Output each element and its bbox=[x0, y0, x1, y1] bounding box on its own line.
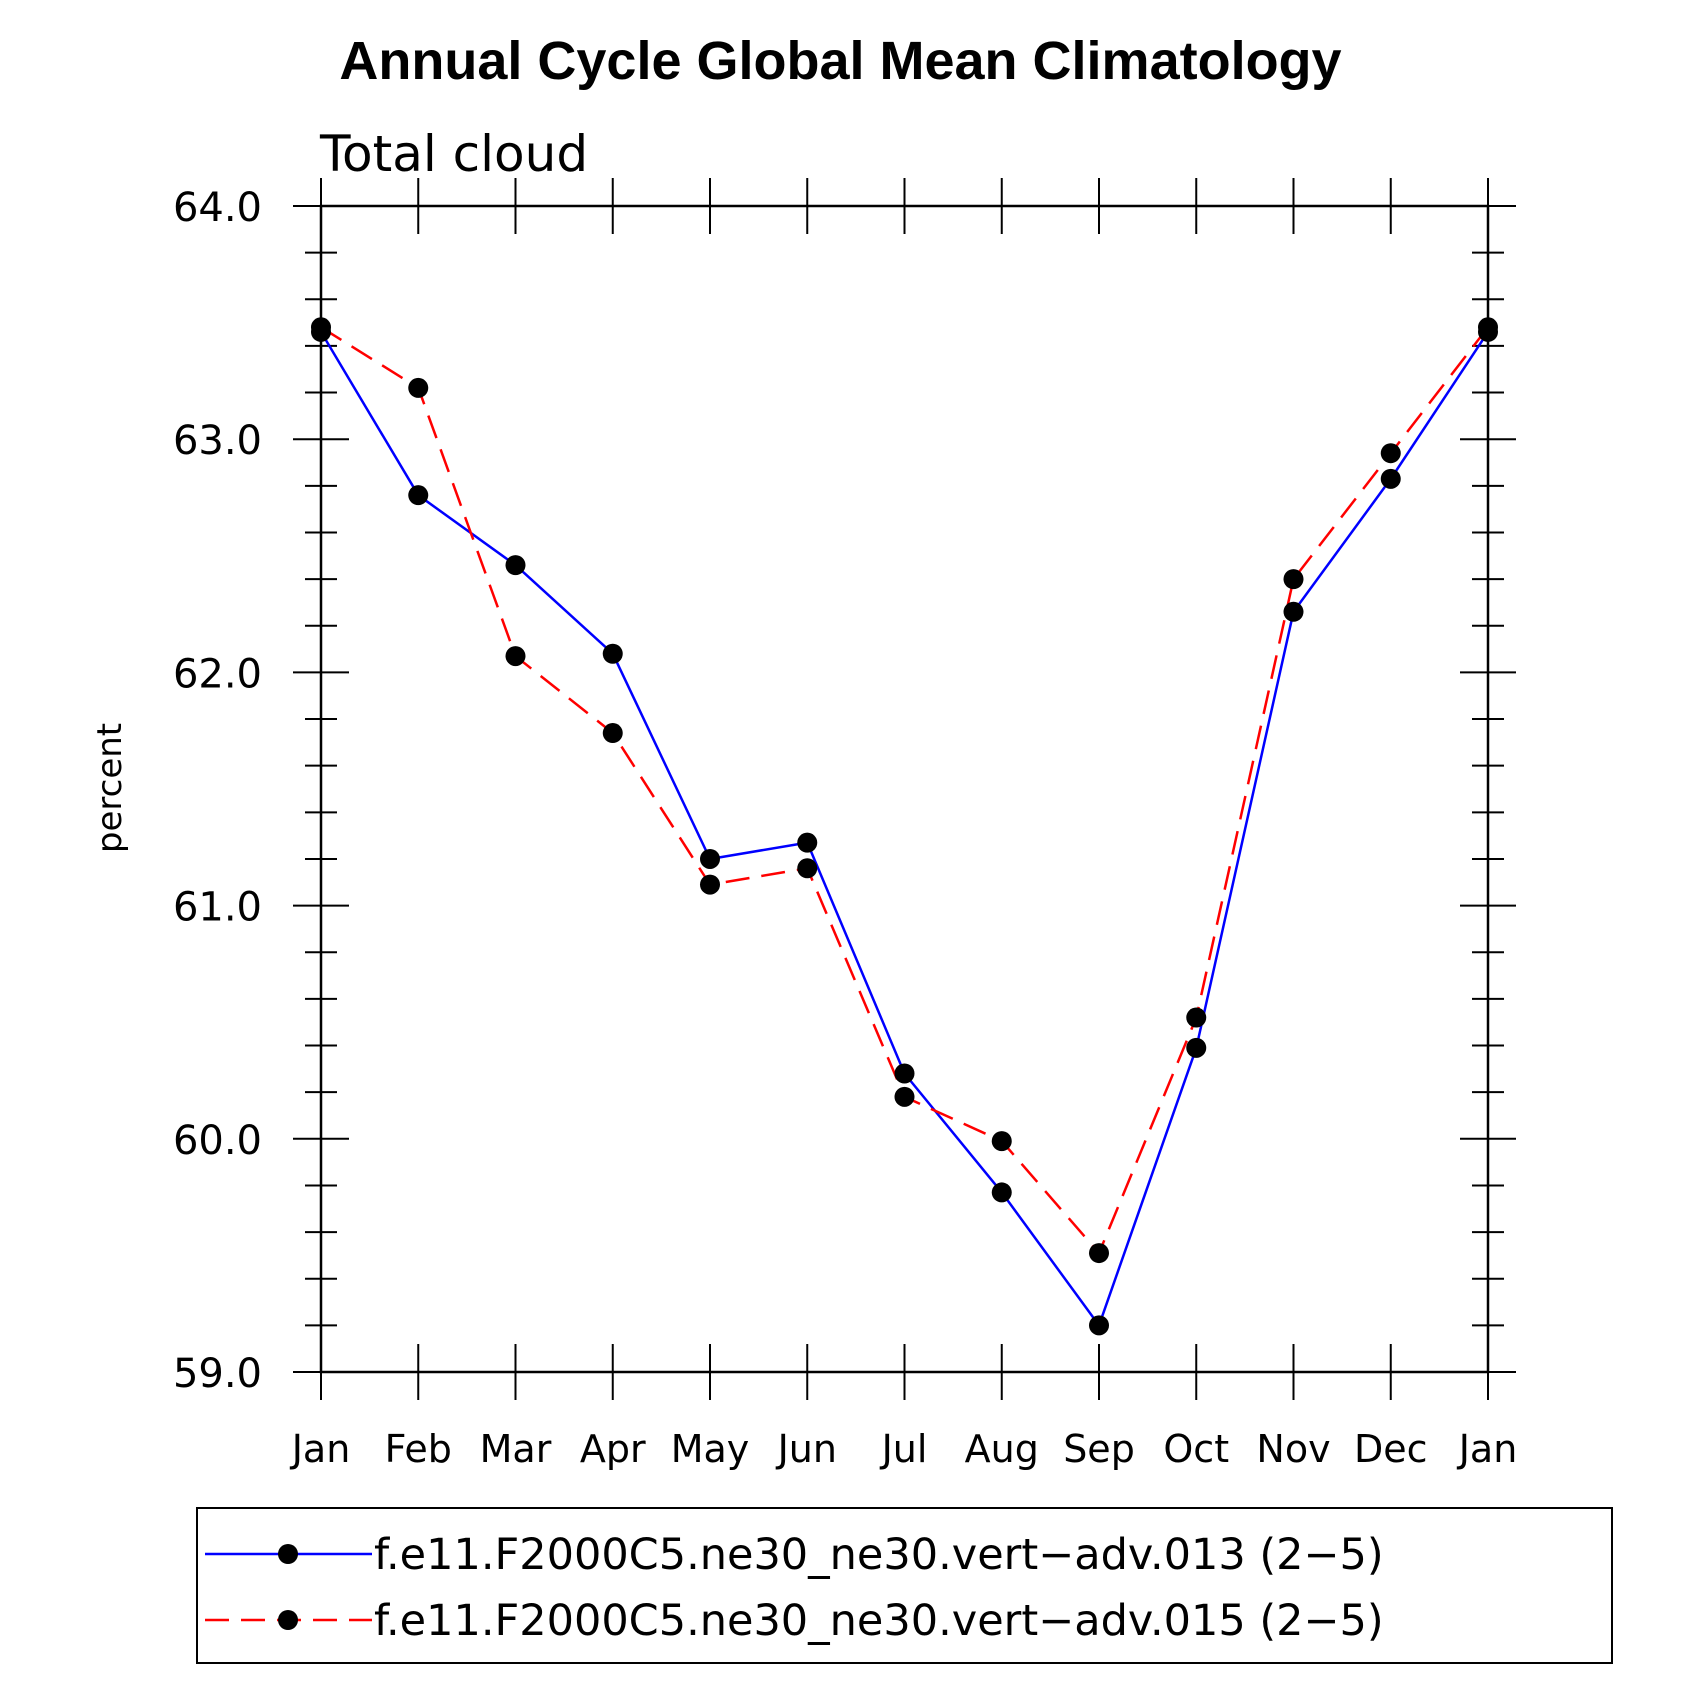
data-point-series-2 bbox=[408, 377, 429, 398]
x-tick-label: Apr bbox=[580, 1427, 646, 1471]
data-point-series-1 bbox=[700, 848, 720, 869]
legend-label-2: f.e11.F2000C5.ne30_ne30.vert−adv.015 (2−… bbox=[374, 1596, 1384, 1646]
x-tick-label: Jun bbox=[776, 1427, 837, 1471]
legend: f.e11.F2000C5.ne30_ne30.vert−adv.013 (2−… bbox=[196, 1507, 1613, 1664]
data-point-series-2 bbox=[797, 858, 818, 879]
data-point-series-2 bbox=[1186, 1007, 1207, 1028]
data-point-series-1 bbox=[894, 1063, 915, 1084]
data-point-series-1 bbox=[1089, 1315, 1109, 1336]
y-tick-label: 60.0 bbox=[173, 1118, 262, 1164]
plot-frame bbox=[319, 204, 1490, 1374]
data-point-series-2 bbox=[602, 723, 623, 744]
data-point-series-1 bbox=[1283, 601, 1304, 622]
x-tick-label: Aug bbox=[965, 1427, 1039, 1471]
data-point-series-1 bbox=[408, 485, 429, 506]
data-point-series-2 bbox=[894, 1086, 915, 1107]
y-tick-label: 64.0 bbox=[173, 185, 262, 231]
data-point-series-2 bbox=[991, 1131, 1012, 1152]
legend-marker-1 bbox=[278, 1544, 298, 1564]
y-tick-label: 63.0 bbox=[173, 418, 262, 464]
data-point-series-1 bbox=[505, 555, 526, 576]
data-point-series-1 bbox=[991, 1182, 1012, 1203]
data-point-series-1 bbox=[797, 832, 818, 853]
x-tick-label: Jan bbox=[290, 1427, 351, 1471]
series-line-1 bbox=[319, 331, 1490, 1327]
y-tick-label: 61.0 bbox=[173, 885, 262, 931]
data-point-series-2 bbox=[1380, 443, 1401, 464]
x-tick-label: Feb bbox=[385, 1427, 452, 1471]
legend-label-1: f.e11.F2000C5.ne30_ne30.vert−adv.013 (2−… bbox=[374, 1530, 1384, 1580]
legend-box bbox=[196, 1507, 1613, 1664]
x-tick-label: Jan bbox=[1457, 1427, 1518, 1471]
data-point-series-1 bbox=[1380, 468, 1401, 489]
data-point-series-2 bbox=[311, 317, 331, 338]
legend-marker-2 bbox=[278, 1610, 298, 1630]
data-point-series-2 bbox=[700, 874, 720, 895]
y-axis-label: percent bbox=[90, 723, 130, 853]
chart-subtitle: Total cloud bbox=[319, 125, 588, 183]
series-line-2 bbox=[320, 326, 1489, 1255]
y-tick-label: 62.0 bbox=[173, 651, 262, 697]
data-point-series-1 bbox=[602, 643, 623, 664]
x-tick-label: Oct bbox=[1163, 1427, 1229, 1471]
data-point-series-2 bbox=[1089, 1243, 1109, 1264]
data-point-series-2 bbox=[505, 646, 526, 667]
x-tick-label: May bbox=[671, 1427, 750, 1471]
series-markers bbox=[311, 317, 1498, 1336]
x-tick-label: Nov bbox=[1256, 1427, 1330, 1471]
data-point-series-2 bbox=[1283, 569, 1304, 590]
x-tick-label: Mar bbox=[480, 1427, 552, 1471]
y-tick-label: 59.0 bbox=[173, 1351, 262, 1397]
chart-title: Annual Cycle Global Mean Climatology bbox=[339, 31, 1342, 91]
series-lines bbox=[319, 326, 1490, 1327]
data-point-series-2 bbox=[1478, 317, 1498, 338]
x-tick-label: Dec bbox=[1354, 1427, 1428, 1471]
x-tick-label: Sep bbox=[1063, 1427, 1135, 1471]
x-tick-label: Jul bbox=[880, 1427, 928, 1471]
data-point-series-1 bbox=[1186, 1037, 1207, 1058]
axes: 59.0 60.0 61.0 62.0 63.0 64.0 Jan Feb Mar Apr May J… bbox=[173, 178, 1517, 1471]
